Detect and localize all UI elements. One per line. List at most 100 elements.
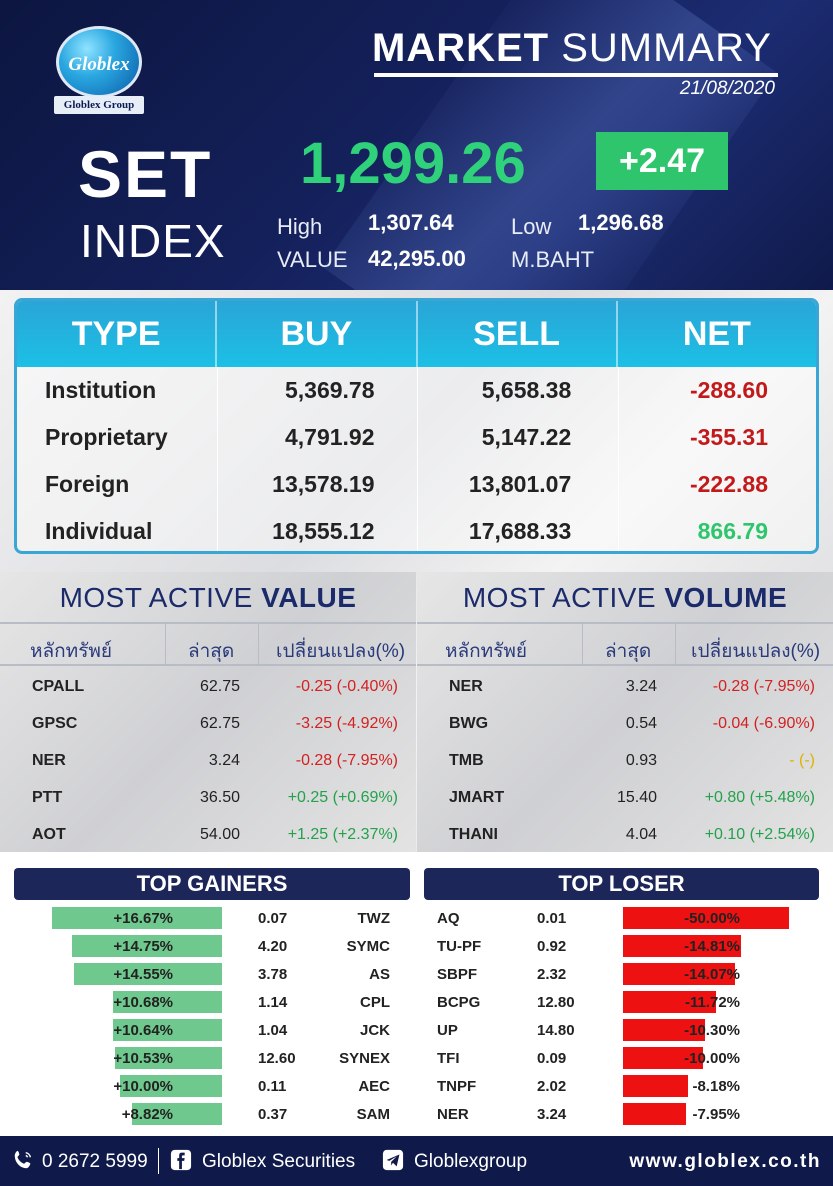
title-underline [374, 73, 778, 77]
panel-title: MOST ACTIVE VALUE [0, 582, 416, 614]
table-row: PTT 36.50 +0.25 (+0.69%) [0, 779, 416, 815]
last-cell: 3.24 [208, 752, 240, 769]
change-cell: +0.80 (+5.48%) [704, 789, 815, 806]
type-cell: Foreign [45, 471, 130, 497]
gainer-symbol: SYMC [346, 938, 390, 955]
high-value: 1,307.64 [368, 210, 454, 235]
report-date: 21/08/2020 [679, 78, 775, 99]
loser-pct: -14.07% [684, 966, 740, 983]
gainer-pct: +8.82% [121, 1106, 173, 1123]
type-cell: Institution [45, 377, 157, 403]
net-cell: -355.31 [689, 424, 768, 450]
col-last: ล่าสุด [188, 641, 235, 662]
sell-cell: 5,658.38 [481, 377, 572, 403]
col-change: เปลี่ยนแปลง(%) [276, 641, 406, 662]
gainer-symbol: TWZ [357, 910, 390, 927]
net-cell: -222.88 [689, 471, 768, 497]
footer-phone[interactable]: 0 2672 5999 [42, 1151, 148, 1172]
flow-table-header: TYPE BUY SELL NET [17, 301, 816, 367]
footer-telegram[interactable]: Globlexgroup [414, 1151, 528, 1172]
last-cell: 15.40 [616, 789, 657, 806]
gainer-price: 4.20 [258, 938, 288, 955]
gainer-pct: +14.75% [113, 938, 173, 955]
top-losers-header: TOP LOSER [424, 868, 819, 900]
gainer-symbol: CPL [360, 994, 390, 1011]
gainer-price: 0.37 [258, 1106, 288, 1123]
unit-label: M.BAHT [511, 247, 595, 272]
col-net: NET [682, 315, 751, 353]
footer-website[interactable]: www.globlex.co.th [629, 1151, 821, 1172]
value-amount: 42,295.00 [368, 246, 466, 271]
loser-price: 3.24 [537, 1106, 567, 1123]
send-icon [382, 1149, 404, 1171]
last-cell: 54.00 [199, 826, 240, 843]
gainer-symbol: AEC [358, 1078, 390, 1095]
net-cell: -288.60 [689, 377, 768, 403]
table-row: NER 3.24 -0.28 (-7.95%) [0, 742, 416, 778]
loser-pct: -10.30% [684, 1022, 740, 1039]
sell-cell: 5,147.22 [481, 424, 572, 450]
footer-bar: 0 2672 5999 Globlex Securities Globlexgr… [0, 1136, 833, 1186]
loser-pct: -50.00% [684, 910, 740, 927]
loser-symbol: NER [437, 1106, 469, 1123]
gainer-pct: +16.67% [113, 910, 173, 927]
col-type: TYPE [17, 301, 218, 367]
sell-cell: 17,688.33 [468, 518, 572, 544]
set-label: SET [78, 137, 213, 211]
col-sell: SELL [418, 301, 618, 367]
loser-pct: -8.18% [692, 1078, 740, 1095]
loser-symbol: SBPF [437, 966, 478, 983]
change-cell: -0.28 (-7.95%) [295, 752, 398, 769]
symbol-cell: CPALL [32, 678, 85, 695]
column-divider [675, 622, 676, 666]
change-cell: +1.25 (+2.37%) [287, 826, 398, 843]
table-row: AOT 54.00 +1.25 (+2.37%) [0, 816, 416, 852]
loser-bar [623, 907, 789, 929]
gainer-pct: +10.64% [113, 1022, 173, 1039]
loser-price: 2.02 [537, 1078, 567, 1095]
last-cell: 0.54 [625, 715, 657, 732]
last-cell: 4.04 [625, 826, 657, 843]
loser-pct: -10.00% [684, 1050, 740, 1067]
footer-facebook[interactable]: Globlex Securities [202, 1151, 356, 1172]
low-label: Low [511, 214, 552, 239]
gainer-symbol: SAM [356, 1106, 390, 1123]
gainer-pct: +10.00% [113, 1078, 173, 1095]
most-active-value-panel: MOST ACTIVE VALUE หลักทรัพย์ ล่าสุด เปลี… [0, 572, 416, 852]
table-row: Individual 18,555.12 17,688.33 866.79 [17, 508, 816, 551]
loser-bar [623, 963, 735, 985]
loser-symbol: TFI [437, 1050, 460, 1067]
symbol-cell: PTT [32, 789, 63, 806]
col-buy: BUY [217, 301, 418, 367]
gainer-pct: +14.55% [113, 966, 173, 983]
gainer-pct: +10.53% [113, 1050, 173, 1067]
column-divider [165, 622, 166, 666]
footer-divider [158, 1148, 159, 1174]
table-row: THANI 4.04 +0.10 (+2.54%) [417, 816, 833, 852]
high-label: High [277, 214, 323, 239]
last-cell: 62.75 [199, 715, 240, 732]
symbol-cell: BWG [449, 715, 489, 732]
table-row: JMART 15.40 +0.80 (+5.48%) [417, 779, 833, 815]
gainer-bar [72, 935, 222, 957]
symbol-cell: THANI [449, 826, 498, 843]
last-cell: 0.93 [625, 752, 657, 769]
column-header: หลักทรัพย์ ล่าสุด เปลี่ยนแปลง(%) [417, 622, 833, 666]
table-row: BWG 0.54 -0.04 (-6.90%) [417, 705, 833, 741]
column-divider [217, 367, 218, 551]
title-bold: VOLUME [664, 582, 788, 613]
table-row: CPALL 62.75 -0.25 (-0.40%) [0, 668, 416, 704]
col-symbol: หลักทรัพย์ [30, 641, 113, 662]
title-light: SUMMARY [561, 26, 772, 70]
sell-cell: 13,801.07 [468, 471, 572, 497]
buy-cell: 5,369.78 [284, 377, 375, 403]
last-cell: 3.24 [625, 678, 657, 695]
phone-icon [14, 1150, 32, 1169]
gainer-bar [132, 1103, 222, 1125]
gainer-symbol: AS [369, 966, 390, 983]
loser-price: 14.80 [537, 1022, 575, 1039]
gainer-price: 12.60 [258, 1050, 296, 1067]
gainer-bar [74, 963, 222, 985]
investor-flow-table: TYPE BUY SELL NET Institution 5,369.78 5… [14, 298, 819, 554]
gainer-bar [113, 1019, 222, 1041]
